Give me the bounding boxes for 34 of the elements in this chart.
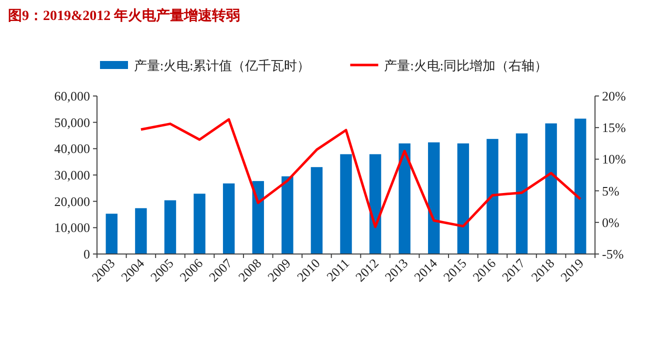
y-tick-label: 20,000 bbox=[54, 194, 90, 209]
chart-title: 图9：2019&2012 年火电产量增速转弱 bbox=[8, 7, 240, 24]
bar bbox=[194, 194, 206, 254]
bar bbox=[369, 154, 382, 254]
bar bbox=[545, 123, 557, 254]
legend-label: 产量:火电:同比增加（右轴） bbox=[384, 58, 548, 73]
bar bbox=[106, 214, 118, 254]
bar bbox=[164, 200, 176, 254]
y2-tick-label: -5% bbox=[602, 246, 624, 262]
bar bbox=[310, 167, 323, 254]
y-tick-label: 40,000 bbox=[54, 141, 90, 156]
bar bbox=[398, 143, 410, 254]
bar bbox=[340, 154, 352, 254]
bar bbox=[428, 142, 440, 254]
y-tick-label: 50,000 bbox=[54, 114, 90, 130]
y-tick-label: 30,000 bbox=[54, 168, 90, 182]
bar bbox=[486, 138, 498, 254]
y2-tick-label: 15% bbox=[602, 120, 626, 136]
y2-tick-label: 0% bbox=[602, 214, 620, 230]
bar bbox=[252, 181, 264, 254]
bar bbox=[135, 208, 147, 254]
bar bbox=[574, 118, 586, 254]
y-tick-label: 60,000 bbox=[54, 88, 90, 104]
y2-tick-label: 10% bbox=[602, 152, 626, 167]
bar bbox=[282, 176, 294, 254]
bar bbox=[516, 133, 528, 254]
y2-tick-label: 5% bbox=[602, 183, 620, 198]
y2-tick-label: 20% bbox=[602, 88, 626, 104]
bar bbox=[457, 143, 470, 254]
y-tick-label: 10,000 bbox=[54, 220, 90, 236]
x-tick-label: 2011 bbox=[323, 256, 352, 284]
bar bbox=[222, 183, 235, 254]
legend-label: 产量:火电:累计值（亿千瓦时） bbox=[134, 58, 310, 73]
y-tick-label: 0 bbox=[84, 246, 90, 262]
